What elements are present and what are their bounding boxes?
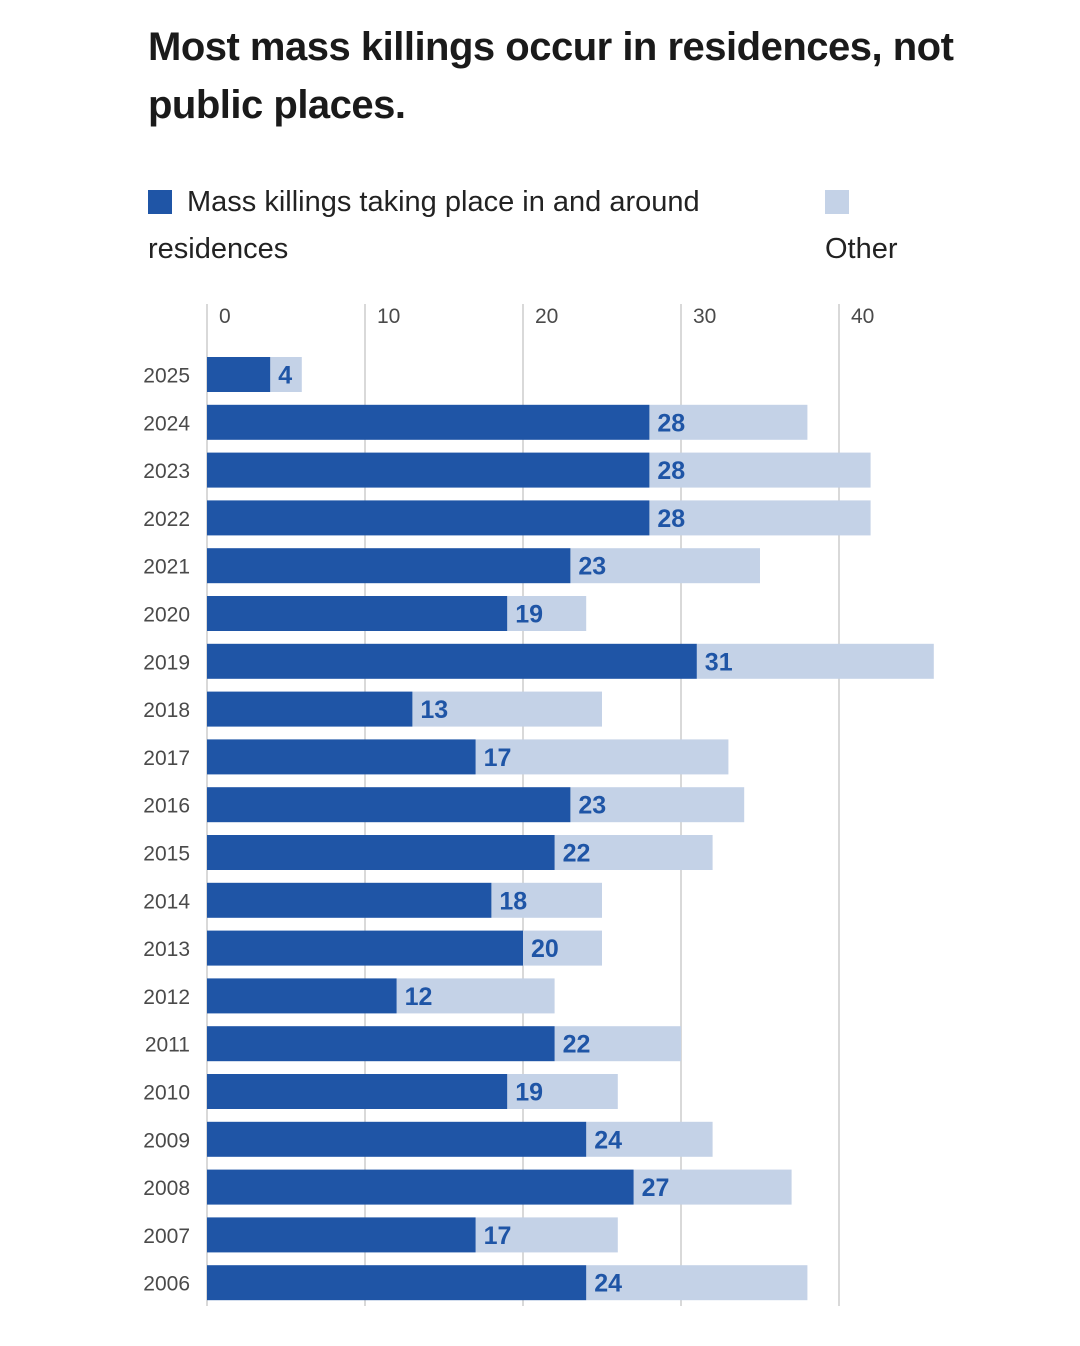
y-tick-label: 2008 — [143, 1177, 190, 1200]
data-label: 28 — [657, 409, 685, 437]
x-tick-label: 40 — [851, 305, 874, 328]
data-label: 13 — [420, 696, 448, 724]
y-tick-label: 2019 — [143, 651, 190, 674]
data-label: 24 — [594, 1126, 622, 1154]
y-tick-label: 2025 — [143, 365, 190, 388]
bar-residence — [207, 930, 523, 966]
bar-other — [475, 1217, 618, 1253]
y-tick-label: 2013 — [143, 938, 190, 961]
bar-other — [633, 1169, 792, 1205]
y-tick-label: 2017 — [143, 747, 190, 770]
bar-other — [412, 691, 602, 727]
y-tick-label: 2007 — [143, 1225, 190, 1248]
legend-swatch-other — [825, 190, 849, 214]
bar-residence — [207, 500, 650, 536]
data-label: 28 — [657, 505, 685, 533]
bar-residence — [207, 1074, 508, 1109]
legend-swatch-residences — [148, 190, 172, 214]
x-tick-label: 30 — [693, 305, 716, 328]
data-label: 4 — [278, 362, 292, 390]
legend-label-other: Other — [825, 233, 898, 265]
bar-residence — [207, 404, 650, 440]
bar-residence — [207, 1121, 587, 1157]
bar-other — [523, 930, 602, 966]
bar-other — [696, 643, 934, 679]
chart-title: Most mass killings occur in residences, … — [148, 25, 954, 127]
bar-other — [507, 596, 587, 631]
bar-residence — [207, 1026, 555, 1062]
data-label: 27 — [642, 1174, 670, 1202]
data-label: 22 — [563, 840, 591, 868]
bar-residence — [207, 787, 571, 823]
data-label: 19 — [515, 601, 543, 629]
bar-other — [270, 357, 302, 392]
y-tick-label: 2011 — [145, 1034, 190, 1057]
y-tick-label: 2018 — [143, 699, 190, 722]
x-tick-label: 20 — [535, 305, 558, 328]
bar-other — [570, 548, 760, 584]
bar-other — [396, 978, 555, 1014]
bar-residence — [207, 1265, 587, 1301]
y-tick-label: 2012 — [143, 986, 190, 1009]
data-label: 22 — [563, 1031, 591, 1059]
bar-residence — [207, 1169, 634, 1205]
data-label: 12 — [405, 983, 433, 1011]
bar-other — [491, 882, 602, 918]
y-tick-label: 2022 — [143, 508, 190, 531]
data-label: 18 — [499, 887, 527, 915]
bar-residence — [207, 452, 650, 488]
bar-residence — [207, 978, 397, 1014]
y-tick-label: 2009 — [143, 1129, 190, 1152]
bar-other — [649, 452, 871, 488]
legend-label-residences: Mass killings taking place in and around… — [148, 186, 700, 265]
y-tick-label: 2023 — [143, 460, 190, 483]
y-tick-label: 2006 — [143, 1273, 190, 1296]
bar-residence — [207, 1217, 476, 1253]
bar-residence — [207, 691, 413, 727]
bar-residence — [207, 357, 271, 392]
data-label: 24 — [594, 1270, 622, 1298]
y-tick-label: 2020 — [143, 604, 190, 627]
y-tick-label: 2010 — [143, 1082, 190, 1105]
x-tick-label: 10 — [377, 305, 400, 328]
bar-other — [475, 739, 729, 775]
bar-other — [649, 404, 808, 440]
data-label: 20 — [531, 935, 559, 963]
data-label: 23 — [578, 553, 606, 581]
data-label: 19 — [515, 1079, 543, 1107]
data-label: 28 — [657, 457, 685, 485]
bar-residence — [207, 596, 508, 631]
bar-residence — [207, 643, 697, 679]
bar-residence — [207, 882, 492, 918]
data-label: 17 — [484, 1222, 512, 1250]
y-tick-label: 2016 — [143, 795, 190, 818]
data-label: 23 — [578, 792, 606, 820]
bar-other — [554, 1026, 681, 1062]
bar-other — [586, 1121, 713, 1157]
bar-other — [649, 500, 871, 536]
bar-residence — [207, 739, 476, 775]
y-tick-label: 2024 — [143, 412, 190, 435]
bar-other — [554, 835, 713, 870]
y-tick-label: 2014 — [143, 890, 190, 913]
bar-residence — [207, 548, 571, 584]
bar-residence — [207, 835, 555, 870]
bar-other — [570, 787, 745, 823]
x-tick-label: 0 — [219, 305, 231, 328]
data-label: 17 — [484, 744, 512, 772]
bar-other — [507, 1074, 618, 1109]
y-tick-label: 2015 — [143, 843, 190, 866]
y-tick-label: 2021 — [143, 556, 190, 579]
data-label: 31 — [705, 648, 733, 676]
bar-other — [586, 1265, 808, 1301]
